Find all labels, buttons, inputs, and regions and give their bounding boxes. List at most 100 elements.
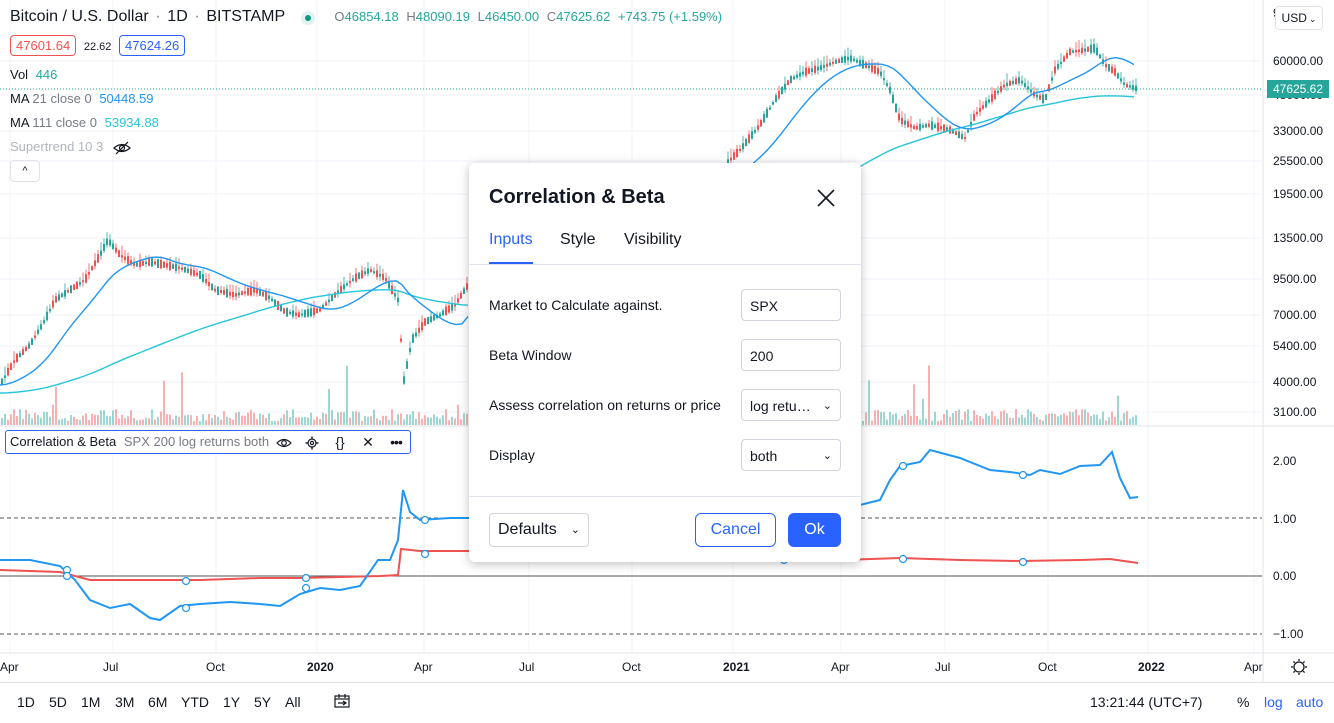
candle-body: [190, 268, 192, 275]
candle-body: [430, 316, 432, 323]
candle-body: [727, 159, 729, 165]
currency-button[interactable]: USD ⌄: [1275, 6, 1323, 30]
volume-bar: [907, 410, 909, 425]
eye-off-icon[interactable]: [112, 141, 131, 155]
candle-body: [301, 313, 303, 316]
compare-icon[interactable]: [333, 693, 351, 712]
braces-icon[interactable]: {}: [335, 434, 345, 450]
collapse-legend-button[interactable]: ^: [10, 160, 40, 182]
log-scale-toggle[interactable]: log: [1264, 694, 1283, 710]
candle-body: [283, 308, 285, 314]
volume-bar: [328, 388, 330, 425]
sell-price-button[interactable]: 47601.64: [10, 35, 77, 56]
candle-body: [880, 71, 882, 77]
volume-bar: [880, 412, 882, 425]
price-axis-label: 13500.00: [1273, 231, 1324, 245]
candle-body: [853, 58, 855, 62]
gear-icon[interactable]: [302, 431, 322, 453]
range-button-all[interactable]: All: [285, 694, 301, 710]
time-axis-label: Apr: [831, 660, 850, 674]
eye-icon[interactable]: [274, 431, 294, 453]
candle-body: [355, 273, 357, 282]
range-button-5y[interactable]: 5Y: [254, 694, 272, 710]
more-icon[interactable]: •••: [390, 434, 403, 450]
beta-window-input[interactable]: 200: [741, 339, 841, 371]
market-input[interactable]: SPX: [741, 289, 841, 321]
percent-scale-toggle[interactable]: %: [1237, 694, 1250, 710]
candle-body: [847, 56, 849, 61]
indicator-ma111[interactable]: MA 111 close 0 53934.88: [10, 115, 159, 130]
range-button-3m[interactable]: 3M: [115, 694, 135, 710]
ok-button[interactable]: Ok: [788, 513, 841, 547]
cancel-button[interactable]: Cancel: [695, 513, 776, 547]
correlation-indicator-legend[interactable]: Correlation & Beta SPX 200 log returns b…: [5, 430, 411, 454]
range-button-5d[interactable]: 5D: [49, 694, 67, 710]
candle-body: [1078, 49, 1080, 53]
chart-canvas[interactable]: [0, 0, 1334, 682]
display-select[interactable]: both ⌄: [741, 439, 841, 471]
time-axis-settings-icon[interactable]: [1291, 659, 1307, 675]
volume-bar: [1129, 418, 1131, 425]
volume-bar: [871, 420, 873, 425]
candle-body: [262, 291, 264, 297]
oscillator-axis-label: 0.00: [1273, 569, 1297, 583]
indicator-ma21[interactable]: MA 21 close 0 50448.59: [10, 91, 154, 106]
candle-body: [94, 260, 96, 267]
close-icon[interactable]: [815, 187, 837, 209]
close-icon[interactable]: ✕: [362, 434, 374, 450]
candle-body: [157, 259, 159, 268]
tab-inputs[interactable]: Inputs: [489, 231, 533, 248]
volume-bar: [34, 412, 36, 425]
beta-window-label: Beta Window: [489, 347, 572, 363]
clock-time[interactable]: 13:21:44 (UTC+7): [1090, 694, 1203, 710]
separator-dot: ·: [194, 8, 200, 25]
market-open-status-icon[interactable]: [300, 10, 315, 25]
auto-scale-toggle[interactable]: auto: [1296, 694, 1324, 710]
tab-visibility[interactable]: Visibility: [624, 231, 682, 248]
candle-body: [403, 376, 405, 384]
symbol-title[interactable]: Bitcoin / U.S. Dollar: [10, 8, 149, 25]
volume-bar: [874, 410, 876, 425]
indicator-vol[interactable]: Vol 446: [10, 67, 58, 82]
volume-bar: [223, 411, 225, 425]
candle-body: [163, 261, 165, 268]
candle-body: [814, 65, 816, 74]
candle-body: [754, 130, 756, 133]
candle-body: [214, 288, 216, 292]
buy-price-button[interactable]: 47624.26: [119, 35, 186, 56]
tab-style[interactable]: Style: [560, 231, 596, 248]
volume-bar: [448, 420, 450, 425]
volume-bar: [19, 409, 21, 425]
candle-body: [265, 291, 267, 301]
chevron-down-icon: ⌄: [570, 524, 580, 536]
range-button-6m[interactable]: 6M: [148, 694, 168, 710]
volume-bar: [184, 415, 186, 425]
volume-bar: [1108, 417, 1110, 425]
symbol-interval[interactable]: 1D: [167, 8, 188, 25]
assess-correlation-select[interactable]: log retu… ⌄: [741, 389, 841, 421]
volume-bar: [196, 415, 198, 425]
display-label: Display: [489, 447, 535, 463]
candle-body: [844, 55, 846, 63]
range-button-1m[interactable]: 1M: [81, 694, 101, 710]
volume-bar: [94, 414, 96, 425]
candle-body: [247, 287, 249, 296]
volume-bar: [46, 412, 48, 425]
defaults-button[interactable]: Defaults ⌄: [489, 513, 589, 547]
indicator-supertrend[interactable]: Supertrend 10 3: [10, 139, 131, 155]
candle-body: [115, 247, 117, 253]
candle-body: [322, 304, 324, 310]
volume-bar: [43, 411, 45, 425]
candle-body: [106, 238, 108, 246]
volume-bar: [445, 409, 447, 425]
candle-body: [1108, 64, 1110, 72]
range-button-1d[interactable]: 1D: [17, 694, 35, 710]
volume-bar: [172, 419, 174, 425]
candle-body: [1066, 52, 1068, 59]
candle-body: [112, 243, 114, 250]
candle-body: [103, 244, 105, 251]
price-axis-label: 4000.00: [1273, 375, 1317, 389]
candle-body: [466, 283, 468, 290]
range-button-1y[interactable]: 1Y: [223, 694, 241, 710]
range-button-ytd[interactable]: YTD: [181, 694, 209, 710]
